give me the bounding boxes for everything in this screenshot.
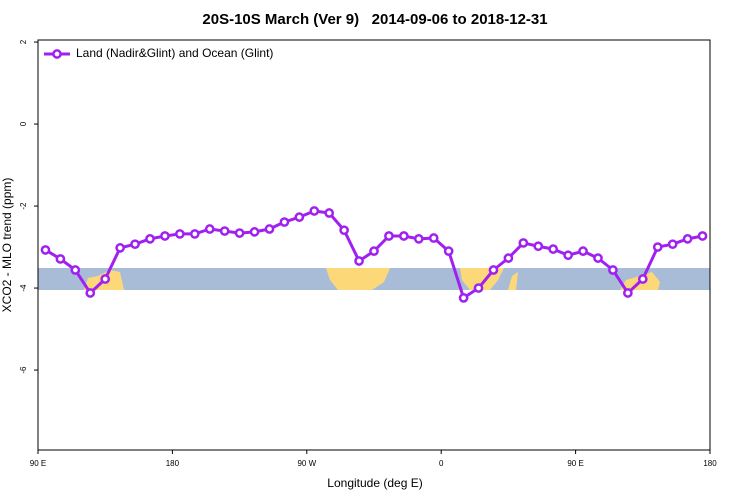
point bbox=[473, 283, 484, 293]
x-tick-label: 90 E bbox=[30, 459, 46, 468]
point bbox=[428, 233, 439, 243]
point bbox=[384, 231, 394, 241]
x-tick-label: 0 bbox=[439, 459, 444, 468]
y-tick-label: -2 bbox=[19, 202, 28, 210]
chart-title: 20S-10S March (Ver 9) 2014-09-06 to 2018… bbox=[202, 11, 547, 28]
plot-frame bbox=[37, 39, 711, 451]
x-tick-label: 90 E bbox=[567, 459, 583, 468]
y-tick-label: -6 bbox=[19, 366, 28, 374]
point bbox=[339, 225, 349, 236]
point bbox=[249, 227, 260, 237]
point bbox=[189, 229, 200, 239]
point bbox=[548, 244, 559, 254]
point bbox=[130, 239, 140, 250]
point bbox=[413, 234, 424, 244]
point bbox=[55, 254, 66, 264]
point bbox=[503, 253, 514, 263]
x-axis-label: Longitude (deg E) bbox=[327, 476, 422, 490]
point bbox=[70, 265, 81, 275]
point bbox=[458, 293, 469, 303]
point bbox=[593, 253, 603, 263]
point bbox=[160, 231, 170, 241]
y-axis-label: XCO2 - MLO trend (ppm) bbox=[0, 178, 14, 313]
point bbox=[40, 245, 51, 255]
legend-marker bbox=[52, 49, 62, 59]
point bbox=[697, 231, 708, 241]
point bbox=[264, 224, 275, 234]
x-tick-label: 180 bbox=[166, 459, 180, 468]
x-tick-label: 90 W bbox=[297, 459, 316, 468]
y-tick-label: 0 bbox=[19, 121, 28, 126]
point bbox=[608, 265, 618, 275]
point bbox=[563, 250, 573, 261]
point bbox=[578, 246, 588, 256]
point bbox=[85, 288, 96, 298]
legend-label: Land (Nadir&Glint) and Ocean (Glint) bbox=[76, 46, 273, 60]
point bbox=[488, 265, 499, 275]
point bbox=[234, 228, 245, 238]
point bbox=[100, 274, 111, 284]
point bbox=[204, 224, 215, 234]
point bbox=[533, 241, 544, 252]
point bbox=[219, 226, 230, 236]
point bbox=[115, 243, 125, 253]
point bbox=[682, 234, 693, 244]
point bbox=[369, 246, 379, 256]
point bbox=[443, 246, 454, 256]
point bbox=[399, 231, 409, 241]
point bbox=[652, 242, 663, 252]
point bbox=[623, 288, 633, 298]
point bbox=[279, 217, 290, 227]
point bbox=[145, 234, 155, 244]
point bbox=[309, 206, 320, 216]
y-tick-label: -4 bbox=[19, 284, 28, 292]
point bbox=[667, 239, 678, 250]
point bbox=[518, 238, 529, 248]
point bbox=[354, 256, 364, 266]
point bbox=[637, 274, 648, 284]
x-tick-label: 180 bbox=[703, 459, 717, 468]
point bbox=[324, 208, 335, 218]
y-tick-label: 2 bbox=[19, 39, 28, 44]
point bbox=[175, 229, 185, 239]
point bbox=[294, 212, 305, 222]
